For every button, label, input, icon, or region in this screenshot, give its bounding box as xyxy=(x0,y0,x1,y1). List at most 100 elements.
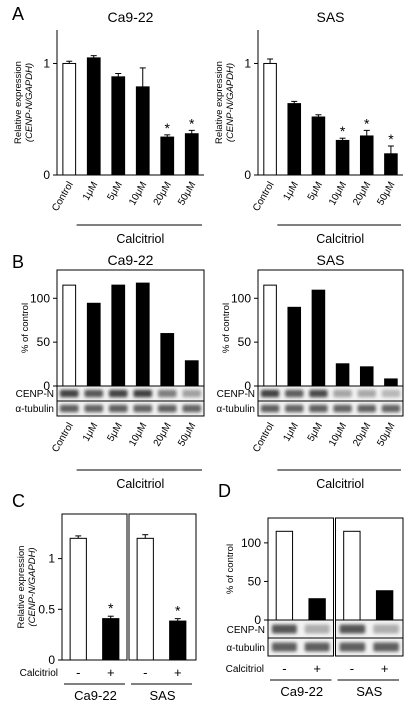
chart-a-sas-y-tick-label: 1 xyxy=(244,56,251,70)
chart-d-bar xyxy=(275,530,294,621)
chart-b-sas-x-label: Calcitriol xyxy=(316,477,364,491)
panel-letter-b: B xyxy=(12,252,24,272)
chart-a-sas-x-label: Calcitriol xyxy=(316,232,364,246)
chart-a-sas-x-tick-label: 10μM xyxy=(327,180,349,207)
chart-a-ca922-x-tick-label: 20μM xyxy=(152,180,174,207)
chart-c-y-label: Relative expression xyxy=(16,546,27,629)
chart-b-ca922-blot-label-tubulin: α-tubulin xyxy=(15,404,54,415)
chart-b-sas-bar xyxy=(287,306,302,387)
chart-b-ca922-cenp-blot-band xyxy=(157,389,177,398)
chart-a-ca922-bar xyxy=(184,133,199,176)
chart-b-ca922-frame xyxy=(56,269,205,387)
chart-b-sas-cenp-blot-band xyxy=(381,389,401,398)
chart-b-sas-y-tick-label: 50 xyxy=(238,335,252,349)
chart-b-sas-frame xyxy=(257,269,404,387)
chart-a-sas-x-tick-label: Control xyxy=(251,180,277,213)
chart-a-sas-title: SAS xyxy=(316,9,344,25)
chart-c-bar xyxy=(169,620,187,661)
chart-b-ca922-y-label: % of control xyxy=(20,303,31,353)
chart-b-sas-title: SAS xyxy=(316,252,344,268)
chart-c-significance-marker: * xyxy=(175,603,181,619)
chart-a-ca922-bar xyxy=(111,76,126,176)
chart-b-sas-cenp-blot-band xyxy=(260,389,280,398)
chart-b-sas-y-tick-label: 0 xyxy=(244,379,251,393)
chart-a-sas-x-tick-label: 20μM xyxy=(351,180,373,207)
chart-d-blot-label-cenp: CENP-N xyxy=(227,625,265,636)
chart-a-sas-bar xyxy=(263,62,277,176)
chart-b-ca922-cenp-blot-frame xyxy=(56,385,205,402)
chart-b-ca922-x-tick-label: 10μM xyxy=(127,421,149,448)
chart-a-sas-bar xyxy=(287,103,302,176)
chart-b-sas-bar xyxy=(384,378,398,387)
chart-b-sas-x-tick-label: 50μM xyxy=(375,421,397,448)
chart-c-x-tick-label: - xyxy=(143,665,147,680)
chart-b-sas-bar xyxy=(263,284,277,387)
chart-b-ca922-bar xyxy=(184,360,199,387)
chart-d-cenp-blot-band xyxy=(339,624,366,634)
chart-d-bar xyxy=(375,590,394,621)
chart-d-x-tick-label: - xyxy=(350,661,354,676)
chart-a-ca922-y-tick-label: 0 xyxy=(43,168,50,182)
chart-a-ca922-y-tick-label: 1 xyxy=(43,56,50,70)
chart-b-ca922-tubulin-blot-band xyxy=(59,404,79,413)
chart-a-ca922-y-label: Relative expression xyxy=(13,61,24,144)
chart-d-group-label: SAS xyxy=(356,684,382,699)
chart-b-sas-blot-label-tubulin: α-tubulin xyxy=(216,404,255,415)
chart-d-x-tick-label: + xyxy=(313,661,321,676)
chart-b-ca922-bar xyxy=(111,284,126,387)
chart-b-ca922-bar xyxy=(62,284,77,387)
chart-d-tubulin-blot-band xyxy=(339,642,366,652)
chart-d-group-label: Ca9-22 xyxy=(280,684,323,699)
chart-a-sas-bar xyxy=(311,116,326,176)
chart-c-frame xyxy=(128,513,197,661)
chart-b-sas-cenp-blot-band xyxy=(285,389,304,398)
chart-c-bar xyxy=(69,537,87,661)
chart-b-sas-tubulin-blot-band xyxy=(309,404,328,413)
chart-b-sas-y-label: % of control xyxy=(221,303,232,353)
chart-b-ca922-y-tick-label: 0 xyxy=(43,379,50,393)
chart-a-sas-significance-marker: * xyxy=(388,131,394,147)
chart-b-ca922-x-tick-label: 1μM xyxy=(81,421,100,444)
chart-b-ca922-cenp-blot-band xyxy=(108,389,128,398)
chart-c-y-tick-label: 1 xyxy=(48,552,55,566)
chart-b-ca922-cenp-blot-band xyxy=(182,389,202,398)
chart-a-sas-x-tick-label: 1μM xyxy=(281,180,300,203)
chart-d-bar xyxy=(308,598,326,621)
chart-b-ca922-blot-label-cenp: CENP-N xyxy=(16,389,54,400)
chart-b-sas-tubulin-blot-band xyxy=(285,404,304,413)
chart-c-y-tick-label: 0.5 xyxy=(38,602,55,616)
chart-a-sas-y-label: Relative expression xyxy=(214,61,225,144)
chart-c-group-label: Ca9-22 xyxy=(74,688,117,703)
chart-d-y-tick-label: 100 xyxy=(241,536,261,550)
chart-c-x-tick-label: - xyxy=(76,665,80,680)
chart-b-sas-x-tick-label: Control xyxy=(251,421,277,454)
chart-d-cenp-blot-band xyxy=(373,624,399,634)
chart-a-sas-y-tick-label: 0 xyxy=(244,168,251,182)
chart-d-cenp-blot-band xyxy=(304,624,330,634)
chart-b-ca922-title: Ca9-22 xyxy=(108,252,154,268)
panel-letter-c: C xyxy=(12,491,25,511)
chart-b-ca922-tubulin-blot-band xyxy=(157,404,177,413)
chart-a-sas-significance-marker: * xyxy=(364,115,370,131)
chart-a-ca922-x-tick-label: 50μM xyxy=(176,180,198,207)
chart-b-ca922-tubulin-blot-band xyxy=(108,404,128,413)
chart-a-sas-y-label: (CENP-N/GAPDH) xyxy=(225,63,236,142)
chart-d-tubulin-blot-band xyxy=(304,642,330,652)
chart-d-x-tick-label: + xyxy=(381,661,389,676)
chart-b-sas-bar xyxy=(335,363,350,387)
chart-b-ca922-bar xyxy=(160,333,175,387)
chart-d-row-label: Calcitriol xyxy=(226,664,264,675)
chart-a-ca922-significance-marker: * xyxy=(165,120,171,136)
chart-c-row-label: Calcitriol xyxy=(20,668,58,679)
chart-a-ca922-x-tick-label: 10μM xyxy=(127,180,149,207)
chart-c-x-tick-label: + xyxy=(174,665,182,680)
chart-b-sas-bar xyxy=(311,289,326,387)
chart-b-ca922-y-tick-label: 100 xyxy=(30,291,50,305)
chart-a-ca922-significance-marker: * xyxy=(189,115,195,131)
chart-b-sas-x-tick-label: 5μM xyxy=(306,421,325,444)
chart-b-ca922-cenp-blot-band xyxy=(59,389,79,398)
chart-b-ca922-cenp-blot-band xyxy=(84,389,104,398)
chart-a-sas-x-tick-label: 5μM xyxy=(306,180,325,203)
chart-a-ca922-title: Ca9-22 xyxy=(108,9,154,25)
chart-b-ca922-x-tick-label: 50μM xyxy=(176,421,198,448)
